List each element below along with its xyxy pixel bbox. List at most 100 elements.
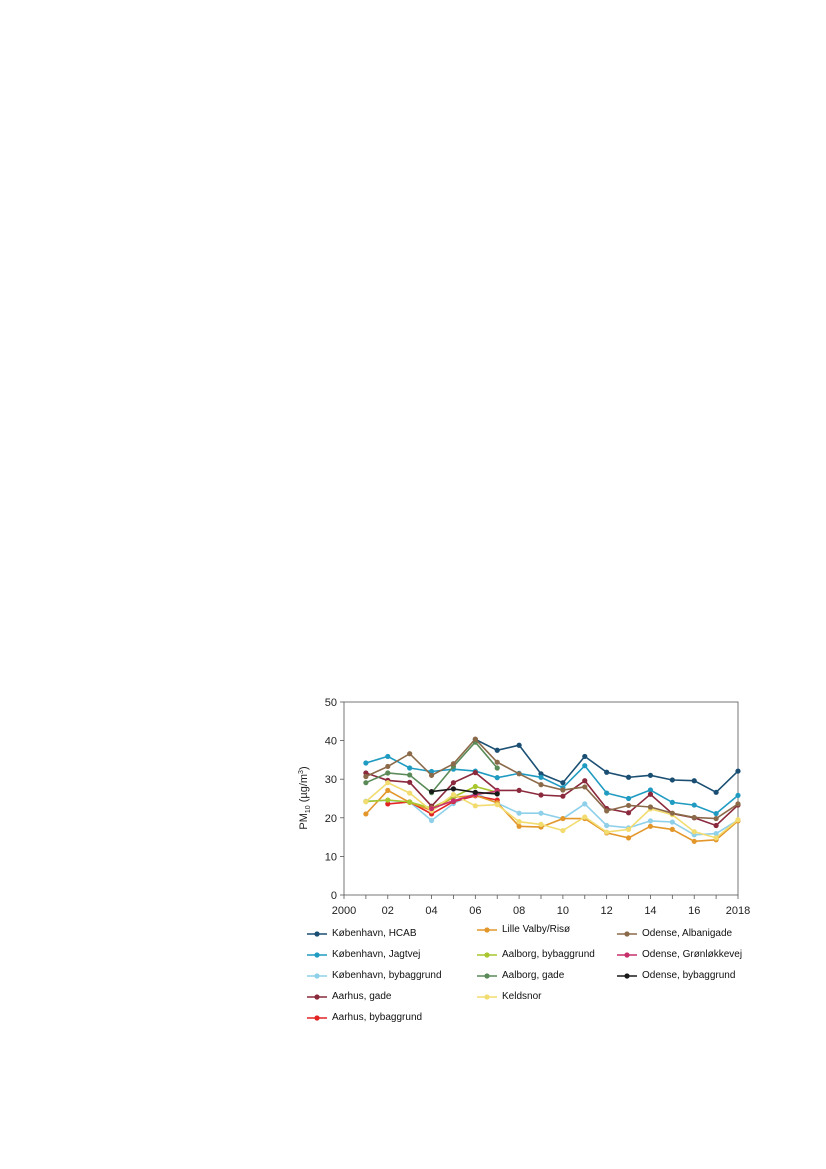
legend-label: Odense, bybaggrund [642,970,736,981]
data-point [472,803,478,809]
data-point [494,802,500,808]
y-axis-label-sub: 10 [305,805,312,813]
series-line [365,789,739,843]
data-point [582,801,588,807]
y-axis-label: PM10 (µg/m3) [298,766,312,829]
data-point [428,772,435,778]
data-point [407,779,413,785]
y-axis-label-main: PM [298,813,310,830]
legend-item: Lille Valby/Risø [476,924,570,935]
series-line [474,738,739,794]
y-axis-label-sup: 3 [298,770,305,774]
data-point [385,763,391,770]
data-point [669,810,675,816]
data-point [582,784,588,790]
y-tick-label: 0 [331,890,337,902]
x-tick-label: 16 [688,905,700,917]
data-point [472,789,478,795]
x-tick-label: 14 [644,905,656,917]
data-point [428,788,435,795]
y-axis-label-unit: (µg/m [298,774,310,805]
legend-swatch [617,930,637,937]
x-tick-label: 06 [469,905,481,917]
data-point [385,801,391,807]
data-point [494,775,500,781]
data-point [691,802,697,808]
data-point [647,772,654,778]
data-point [713,810,719,817]
chart-axes: 0 10 20 30 40 50 2000 02 04 06 08 10 12 14 16 2018 [325,697,750,917]
data-point [472,783,478,790]
y-tick-label: 40 [325,736,337,748]
data-point [669,819,675,825]
data-point [647,823,654,829]
data-point [494,759,500,765]
y-axis-label-close: ) [298,766,310,770]
legend-item: Odense, bybaggrund [616,970,735,981]
data-point [647,818,654,824]
data-point [494,747,500,753]
data-point [669,799,675,805]
data-point [538,792,544,798]
data-point [407,790,413,796]
data-point [604,808,610,814]
data-point [363,773,369,780]
data-point [450,792,457,798]
data-point [407,751,413,757]
data-point [385,797,391,803]
series-line [431,788,498,795]
data-point [385,780,391,786]
legend-item: Aarhus, gade [306,991,392,1002]
legend-swatch [307,1014,327,1021]
y-tick-label: 20 [325,813,337,825]
data-point [604,822,610,829]
legend-label: Odense, Grønløkkevej [642,949,743,960]
data-point [647,787,654,793]
data-point [560,815,566,822]
data-point [516,823,522,829]
series-line [365,781,739,839]
x-tick-label: 10 [557,905,569,917]
data-point [538,821,544,827]
data-point [625,810,632,816]
data-point [428,768,435,775]
legend-swatch [477,926,497,933]
legend-label: Aalborg, gade [502,970,565,981]
x-tick-label: 02 [382,905,394,917]
data-point [625,795,632,802]
legend-swatch [307,930,327,937]
data-point [691,829,697,835]
data-point [647,791,654,797]
data-point [450,761,457,767]
data-point [735,801,741,807]
series-8 [363,780,741,841]
y-tick-label: 10 [325,851,337,863]
data-point [363,798,369,805]
data-point [428,817,435,824]
legend-swatch [307,951,327,958]
data-point [669,777,675,783]
legend-item: Aarhus, bybaggrund [306,1012,422,1023]
data-point [385,753,391,760]
legend-label: Aalborg, bybaggrund [502,949,595,960]
data-point [472,736,478,742]
data-point [604,790,610,796]
data-point [516,771,522,777]
data-point [516,819,522,825]
data-point [450,786,457,792]
series-0 [472,736,741,795]
data-point [407,799,413,805]
data-point [582,814,588,820]
data-point [604,769,610,775]
data-point [691,838,697,844]
chart-plot-area [363,736,741,844]
data-point [625,774,632,780]
legend-label: Lille Valby/Risø [502,924,571,935]
data-point [560,793,566,799]
legend-swatch [307,972,327,979]
x-tick-label: 2000 [332,905,356,917]
x-tick-label: 2018 [726,905,750,917]
legend-swatch [477,972,497,979]
legend-label: København, HCAB [332,928,417,939]
data-point [385,770,391,776]
